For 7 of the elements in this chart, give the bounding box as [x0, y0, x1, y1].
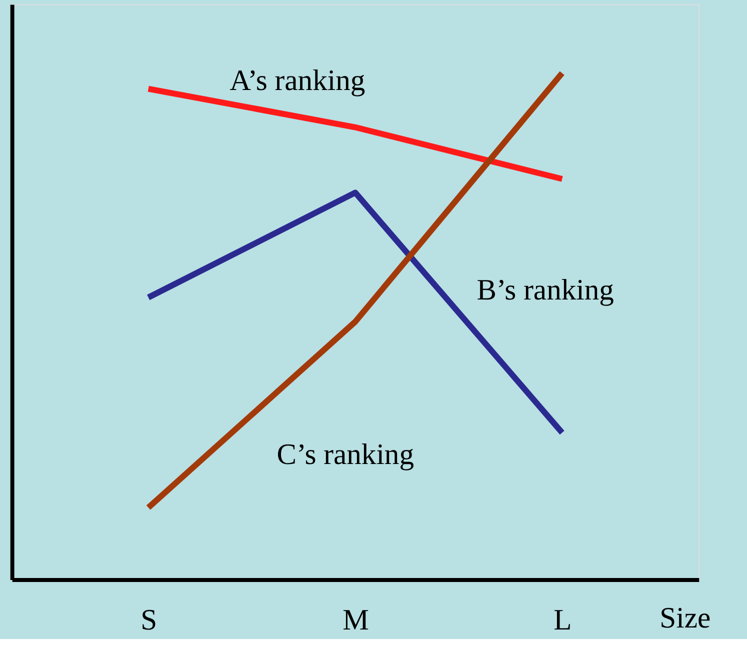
x-tick-label: L	[554, 604, 572, 636]
series-label: B’s ranking	[476, 274, 614, 306]
series-label: A’s ranking	[230, 64, 366, 97]
x-axis-title: Size	[660, 602, 711, 634]
x-tick-label: S	[140, 604, 158, 636]
x-tick-label: M	[342, 604, 369, 636]
series-label: C’s ranking	[276, 438, 414, 471]
